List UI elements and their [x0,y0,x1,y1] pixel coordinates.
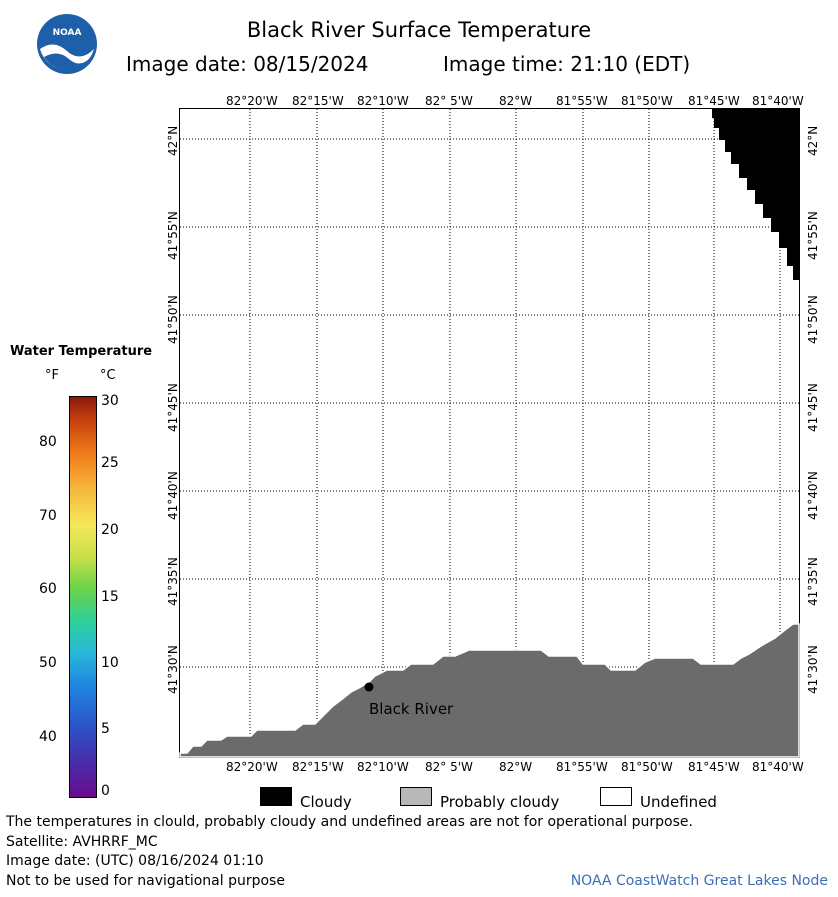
colorbar-f-tick: 80 [39,434,57,450]
colorbar-c-tick: 15 [101,589,119,605]
colorbar-c-tick: 30 [101,393,119,409]
land-area [179,623,800,758]
colorbar-c-tick: 20 [101,522,119,538]
footer-credit: NOAA CoastWatch Great Lakes Node [570,873,828,889]
lon-label-bottom: 82°W [499,760,533,774]
image-time: Image time: 21:10 (EDT) [443,52,691,76]
legend-swatch-cloudy [260,787,292,806]
lon-label-bottom: 81°50'W [621,760,673,774]
lat-label-left: 41°55'N [166,211,180,260]
black-river-station-marker [364,682,374,692]
lon-label-top: 81°55'W [556,94,608,108]
legend-label-probably-cloudy: Probably cloudy [440,793,560,811]
lat-label-right: 41°50'N [806,295,820,344]
lon-label-top: 81°50'W [621,94,673,108]
noaa-logo-text: NOAA [53,28,82,38]
colorbar-c-tick: 5 [101,721,110,737]
colorbar-unit-c: °C [100,368,116,383]
colorbar-c-tick: 10 [101,655,119,671]
lat-label-right: 41°40'N [806,471,820,520]
lon-label-bottom: 81°40'W [752,760,804,774]
lat-label-left: 41°50'N [166,295,180,344]
colorbar-c-tick: 0 [101,783,110,799]
lat-label-left: 41°45'N [166,383,180,432]
noaa-logo: NOAA [36,13,98,75]
lat-label-left: 42°N [166,125,180,156]
image-date: Image date: 08/15/2024 [126,52,369,76]
lat-label-right: 41°55'N [806,211,820,260]
lon-label-bottom: 82°15'W [292,760,344,774]
page-title: Black River Surface Temperature [246,18,592,42]
map-panel: Black River [179,108,800,758]
lat-label-right: 41°45'N [806,383,820,432]
colorbar-title: Water Temperature [10,344,153,359]
cloud-mask [712,109,799,280]
colorbar-c-tick: 25 [101,455,119,471]
footer-utc-date: Image date: (UTC) 08/16/2024 01:10 [6,853,264,869]
lon-label-bottom: 81°55'W [556,760,608,774]
legend-label-undefined: Undefined [640,793,717,811]
lat-label-right: 42°N [806,125,820,156]
lon-label-bottom: 81°45'W [688,760,740,774]
lat-label-right: 41°35'N [806,557,820,606]
lon-label-top: 82°20'W [226,94,278,108]
footer-disclaimer: The temperatures in clould, probably clo… [6,814,693,830]
colorbar-f-tick: 50 [39,655,57,671]
lat-label-left: 41°35'N [166,557,180,606]
colorbar-f-tick: 70 [39,508,57,524]
colorbar-unit-f: °F [45,368,59,383]
lat-label-right: 41°30'N [806,645,820,694]
lon-label-bottom: 82°20'W [226,760,278,774]
lon-label-top: 82° 5'W [425,94,473,108]
lon-label-bottom: 82°10'W [357,760,409,774]
legend-label-cloudy: Cloudy [300,793,352,811]
footer-satellite: Satellite: AVHRRF_MC [6,834,158,850]
lon-label-top: 81°40'W [752,94,804,108]
footer-nav-warning: Not to be used for navigational purpose [6,873,285,889]
lon-label-top: 82°15'W [292,94,344,108]
lon-label-top: 82°W [499,94,533,108]
lat-label-left: 41°40'N [166,471,180,520]
colorbar-f-tick: 40 [39,729,57,745]
lon-label-top: 81°45'W [688,94,740,108]
lon-label-bottom: 82° 5'W [425,760,473,774]
lon-label-top: 82°10'W [357,94,409,108]
colorbar [69,396,97,798]
legend-swatch-undefined [600,787,632,806]
colorbar-f-tick: 60 [39,581,57,597]
black-river-station-label: Black River [369,700,454,718]
legend-swatch-probably-cloudy [400,787,432,806]
lat-label-left: 41°30'N [166,645,180,694]
